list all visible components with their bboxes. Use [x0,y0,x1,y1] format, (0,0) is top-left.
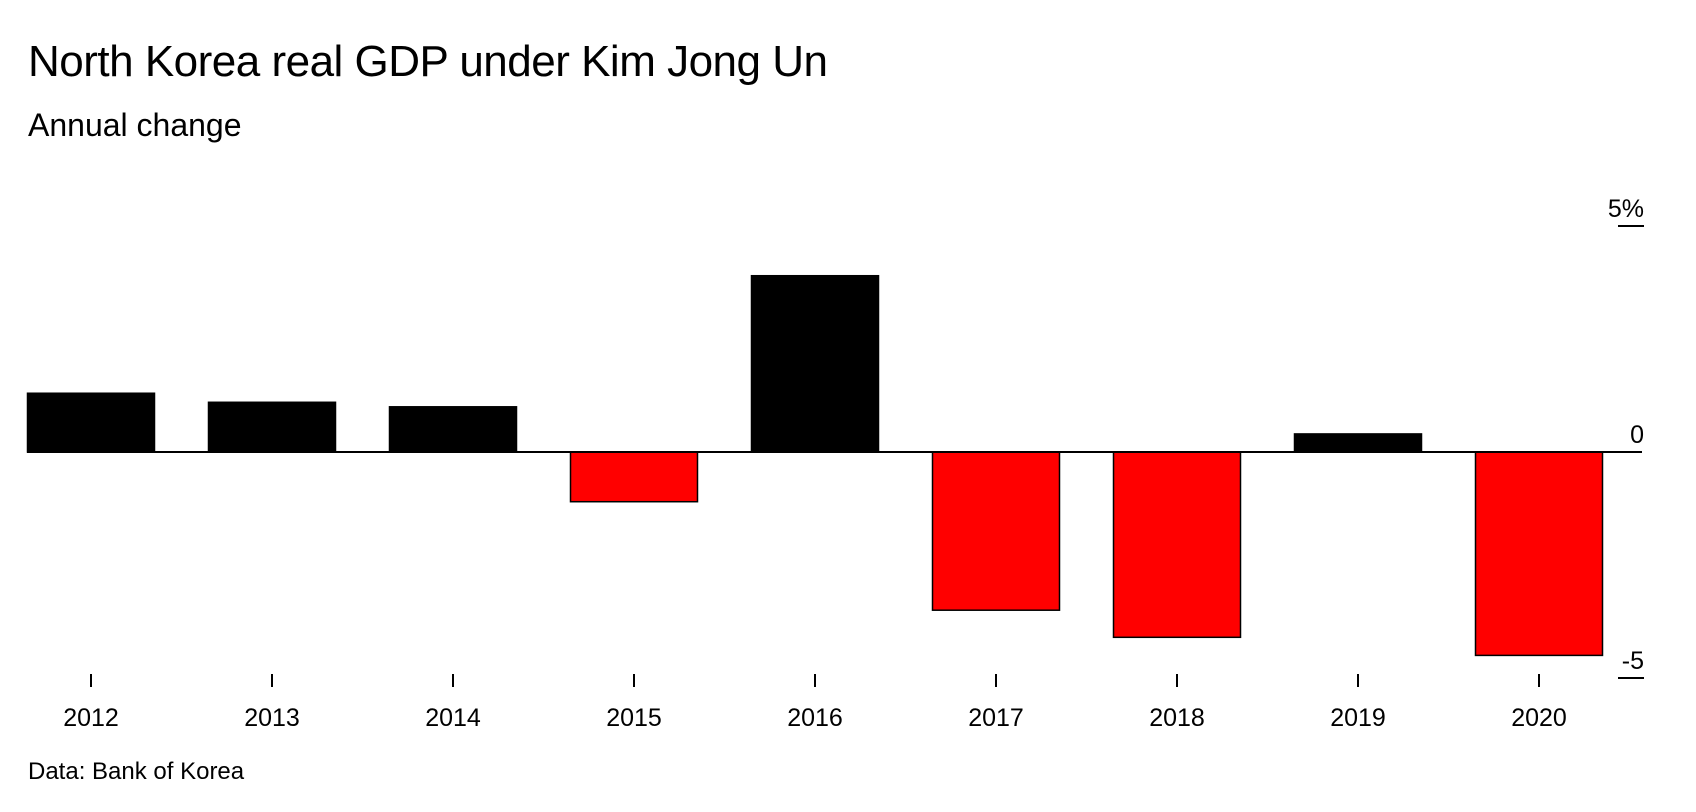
bars-layer [26,274,1604,657]
chart-title: North Korea real GDP under Kim Jong Un [28,37,828,86]
y-tick-label: -5 [1622,647,1644,675]
bar-2017 [931,451,1061,611]
x-tick-label: 2019 [1330,704,1386,732]
x-tick-label: 2018 [1149,704,1205,732]
y-tick-label: 0 [1630,421,1644,449]
x-tick-label: 2017 [968,704,1024,732]
x-axis: 2012 2013 2014 2015 2016 2017 2018 2019 2020 [63,674,1567,732]
y-tick-label: 5% [1608,195,1644,223]
bar-2015 [569,451,699,503]
bar-2020 [1474,451,1604,657]
x-tick-label: 2015 [606,704,662,732]
x-tick-label: 2020 [1511,704,1567,732]
x-tick-label: 2013 [244,704,300,732]
bar-2012 [26,392,156,453]
y-axis: 5% 0 -5 [1608,195,1644,679]
x-tick-label: 2012 [63,704,119,732]
x-tick-label: 2016 [787,704,843,732]
bar-2019 [1293,433,1423,453]
bar-2018 [1112,451,1242,639]
bar-2016 [750,274,880,453]
bar-2014 [388,406,518,453]
chart-subtitle: Annual change [28,107,242,143]
source-note: Data: Bank of Korea [28,758,245,785]
x-tick-label: 2014 [425,704,481,732]
bar-2013 [207,401,337,453]
